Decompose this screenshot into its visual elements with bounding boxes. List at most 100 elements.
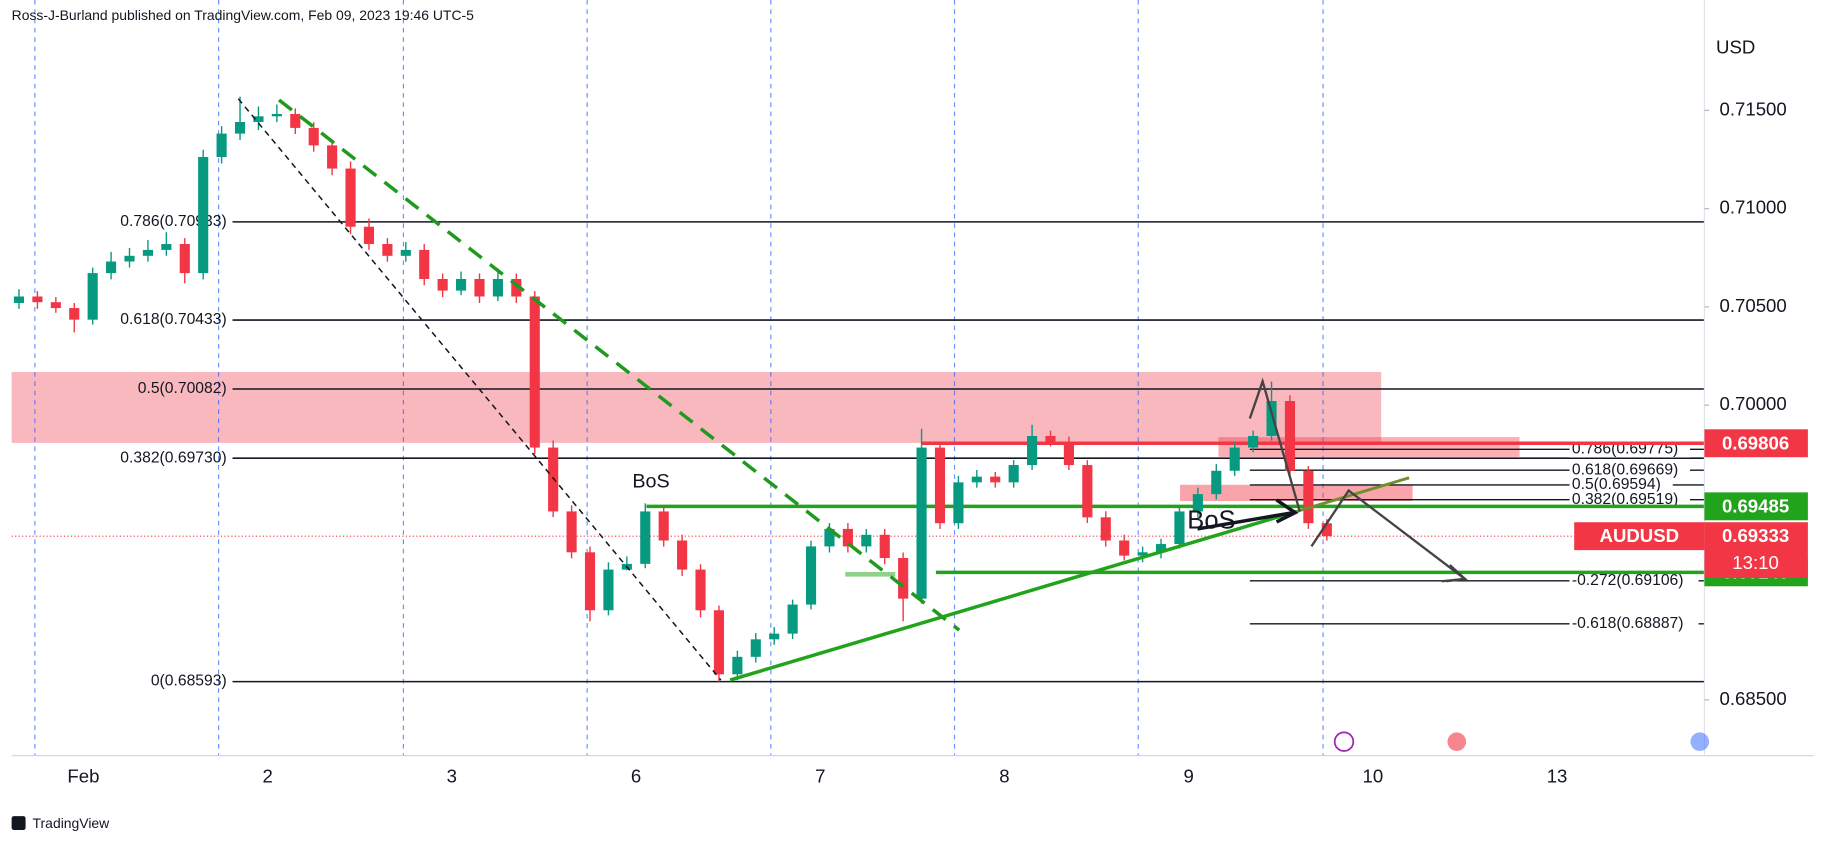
fib-label: 0.618(0.69669)	[1572, 461, 1678, 478]
fib-label: -0.618(0.68887)	[1572, 615, 1684, 632]
candle-body	[382, 244, 393, 256]
trend-line	[277, 98, 961, 632]
candle-body	[769, 633, 780, 640]
candle-body	[1155, 544, 1167, 553]
candle-body	[677, 540, 688, 570]
x-tick-label: 2	[262, 766, 272, 787]
background-layer: 0.786(0.70933) 0.618(0.70433) 0.5(0.70082)…	[11, 0, 1705, 756]
candle-body	[566, 511, 577, 553]
candle-body	[750, 639, 761, 657]
candle-body	[1284, 401, 1296, 471]
event-icon[interactable]	[1333, 731, 1355, 752]
drawings-layer: BoS BoS	[237, 98, 1468, 682]
candle-body	[363, 226, 375, 245]
footer: TradingView	[33, 815, 111, 831]
price-tag-label: 0.69485	[1722, 495, 1789, 516]
candle-body	[1027, 435, 1038, 466]
x-tick-label: 10	[1363, 766, 1384, 787]
candle-body	[271, 113, 282, 117]
fib-label-bg	[1569, 615, 1699, 632]
fib-label: 0.382(0.69730)	[120, 449, 226, 466]
candle-body	[32, 296, 43, 303]
price-tag	[1704, 429, 1808, 458]
candle-body	[456, 278, 467, 291]
candle-body	[898, 557, 909, 599]
candle-body	[861, 534, 872, 547]
candle-body	[1229, 447, 1240, 471]
candle-body	[1137, 552, 1148, 556]
highlight	[845, 571, 896, 577]
candle-body	[327, 145, 338, 169]
candle-body	[1211, 470, 1222, 495]
candle-body	[1045, 435, 1056, 442]
y-tick-label: 0.71000	[1720, 197, 1787, 218]
candle-body	[879, 534, 890, 558]
candle-body	[400, 249, 411, 256]
candle-body	[1063, 441, 1074, 466]
candle-body	[13, 296, 25, 303]
y-tick-label: 0.71500	[1720, 98, 1787, 119]
supply-zone	[11, 372, 1382, 443]
candle-body	[124, 255, 135, 262]
event-icon[interactable]	[1447, 732, 1467, 751]
event-icon[interactable]	[1690, 732, 1710, 751]
candle-body	[492, 278, 503, 297]
candle-body	[584, 552, 596, 611]
last-price-tag	[1704, 522, 1808, 579]
fib-label: 0.618(0.70433)	[120, 311, 226, 328]
x-tick-label: Feb	[67, 766, 99, 787]
candle-body	[695, 569, 706, 611]
candle-body	[1303, 470, 1314, 524]
candle-body	[1008, 465, 1019, 483]
fib-label-bg	[1569, 462, 1690, 479]
fib-label-bg	[1569, 572, 1699, 589]
order-block	[1218, 437, 1520, 457]
candle-body	[953, 482, 964, 524]
candle-body	[437, 278, 448, 291]
candle-body	[179, 244, 190, 274]
trend-line	[237, 98, 722, 681]
header: Ross-J-Burland published on TradingView.…	[12, 7, 475, 23]
candle-body	[971, 476, 982, 483]
last-price-name-tag	[1574, 522, 1705, 551]
candle-body	[1174, 511, 1185, 545]
candle-body	[419, 249, 430, 279]
candle-body	[529, 296, 540, 448]
candle-body	[658, 511, 669, 541]
arrow-head	[1446, 564, 1468, 583]
candle-body	[161, 244, 172, 250]
candle-body	[824, 528, 835, 547]
candle-body	[69, 308, 80, 320]
candle-body	[474, 278, 485, 297]
candle-body	[198, 156, 209, 274]
candle-body	[87, 273, 98, 320]
last-price-name: AUDUSD	[1600, 525, 1680, 546]
candle-body	[511, 278, 522, 297]
candle-body	[916, 447, 927, 599]
candle-body	[990, 476, 1001, 483]
fib-label: 0.382(0.69519)	[1572, 491, 1678, 508]
arrow-head	[1275, 498, 1299, 524]
x-tick-label: 13	[1547, 766, 1568, 787]
price-tag-label: 0.69806	[1722, 432, 1789, 453]
fib-label: -0.272(0.69106)	[1572, 572, 1684, 589]
projection	[1248, 377, 1301, 512]
candles-layer	[13, 96, 1332, 682]
fib-label: 0(0.68593)	[151, 673, 227, 690]
candle-body	[50, 302, 61, 309]
candle-body	[290, 113, 301, 128]
arrow	[1197, 510, 1294, 531]
x-tick-label: 6	[631, 766, 641, 787]
candle-body	[713, 610, 725, 675]
last-price-label: 0.69333	[1722, 525, 1789, 546]
fib-label: 0.786(0.70933)	[120, 213, 226, 230]
countdown: 13:10	[1732, 552, 1779, 573]
candle-body	[805, 546, 817, 605]
candle-body	[1248, 435, 1259, 448]
price-tag	[1704, 492, 1808, 521]
fib-label-bg	[1569, 476, 1673, 494]
y-tick-label: 0.70500	[1720, 295, 1787, 316]
annotation: BoS	[1187, 507, 1235, 535]
